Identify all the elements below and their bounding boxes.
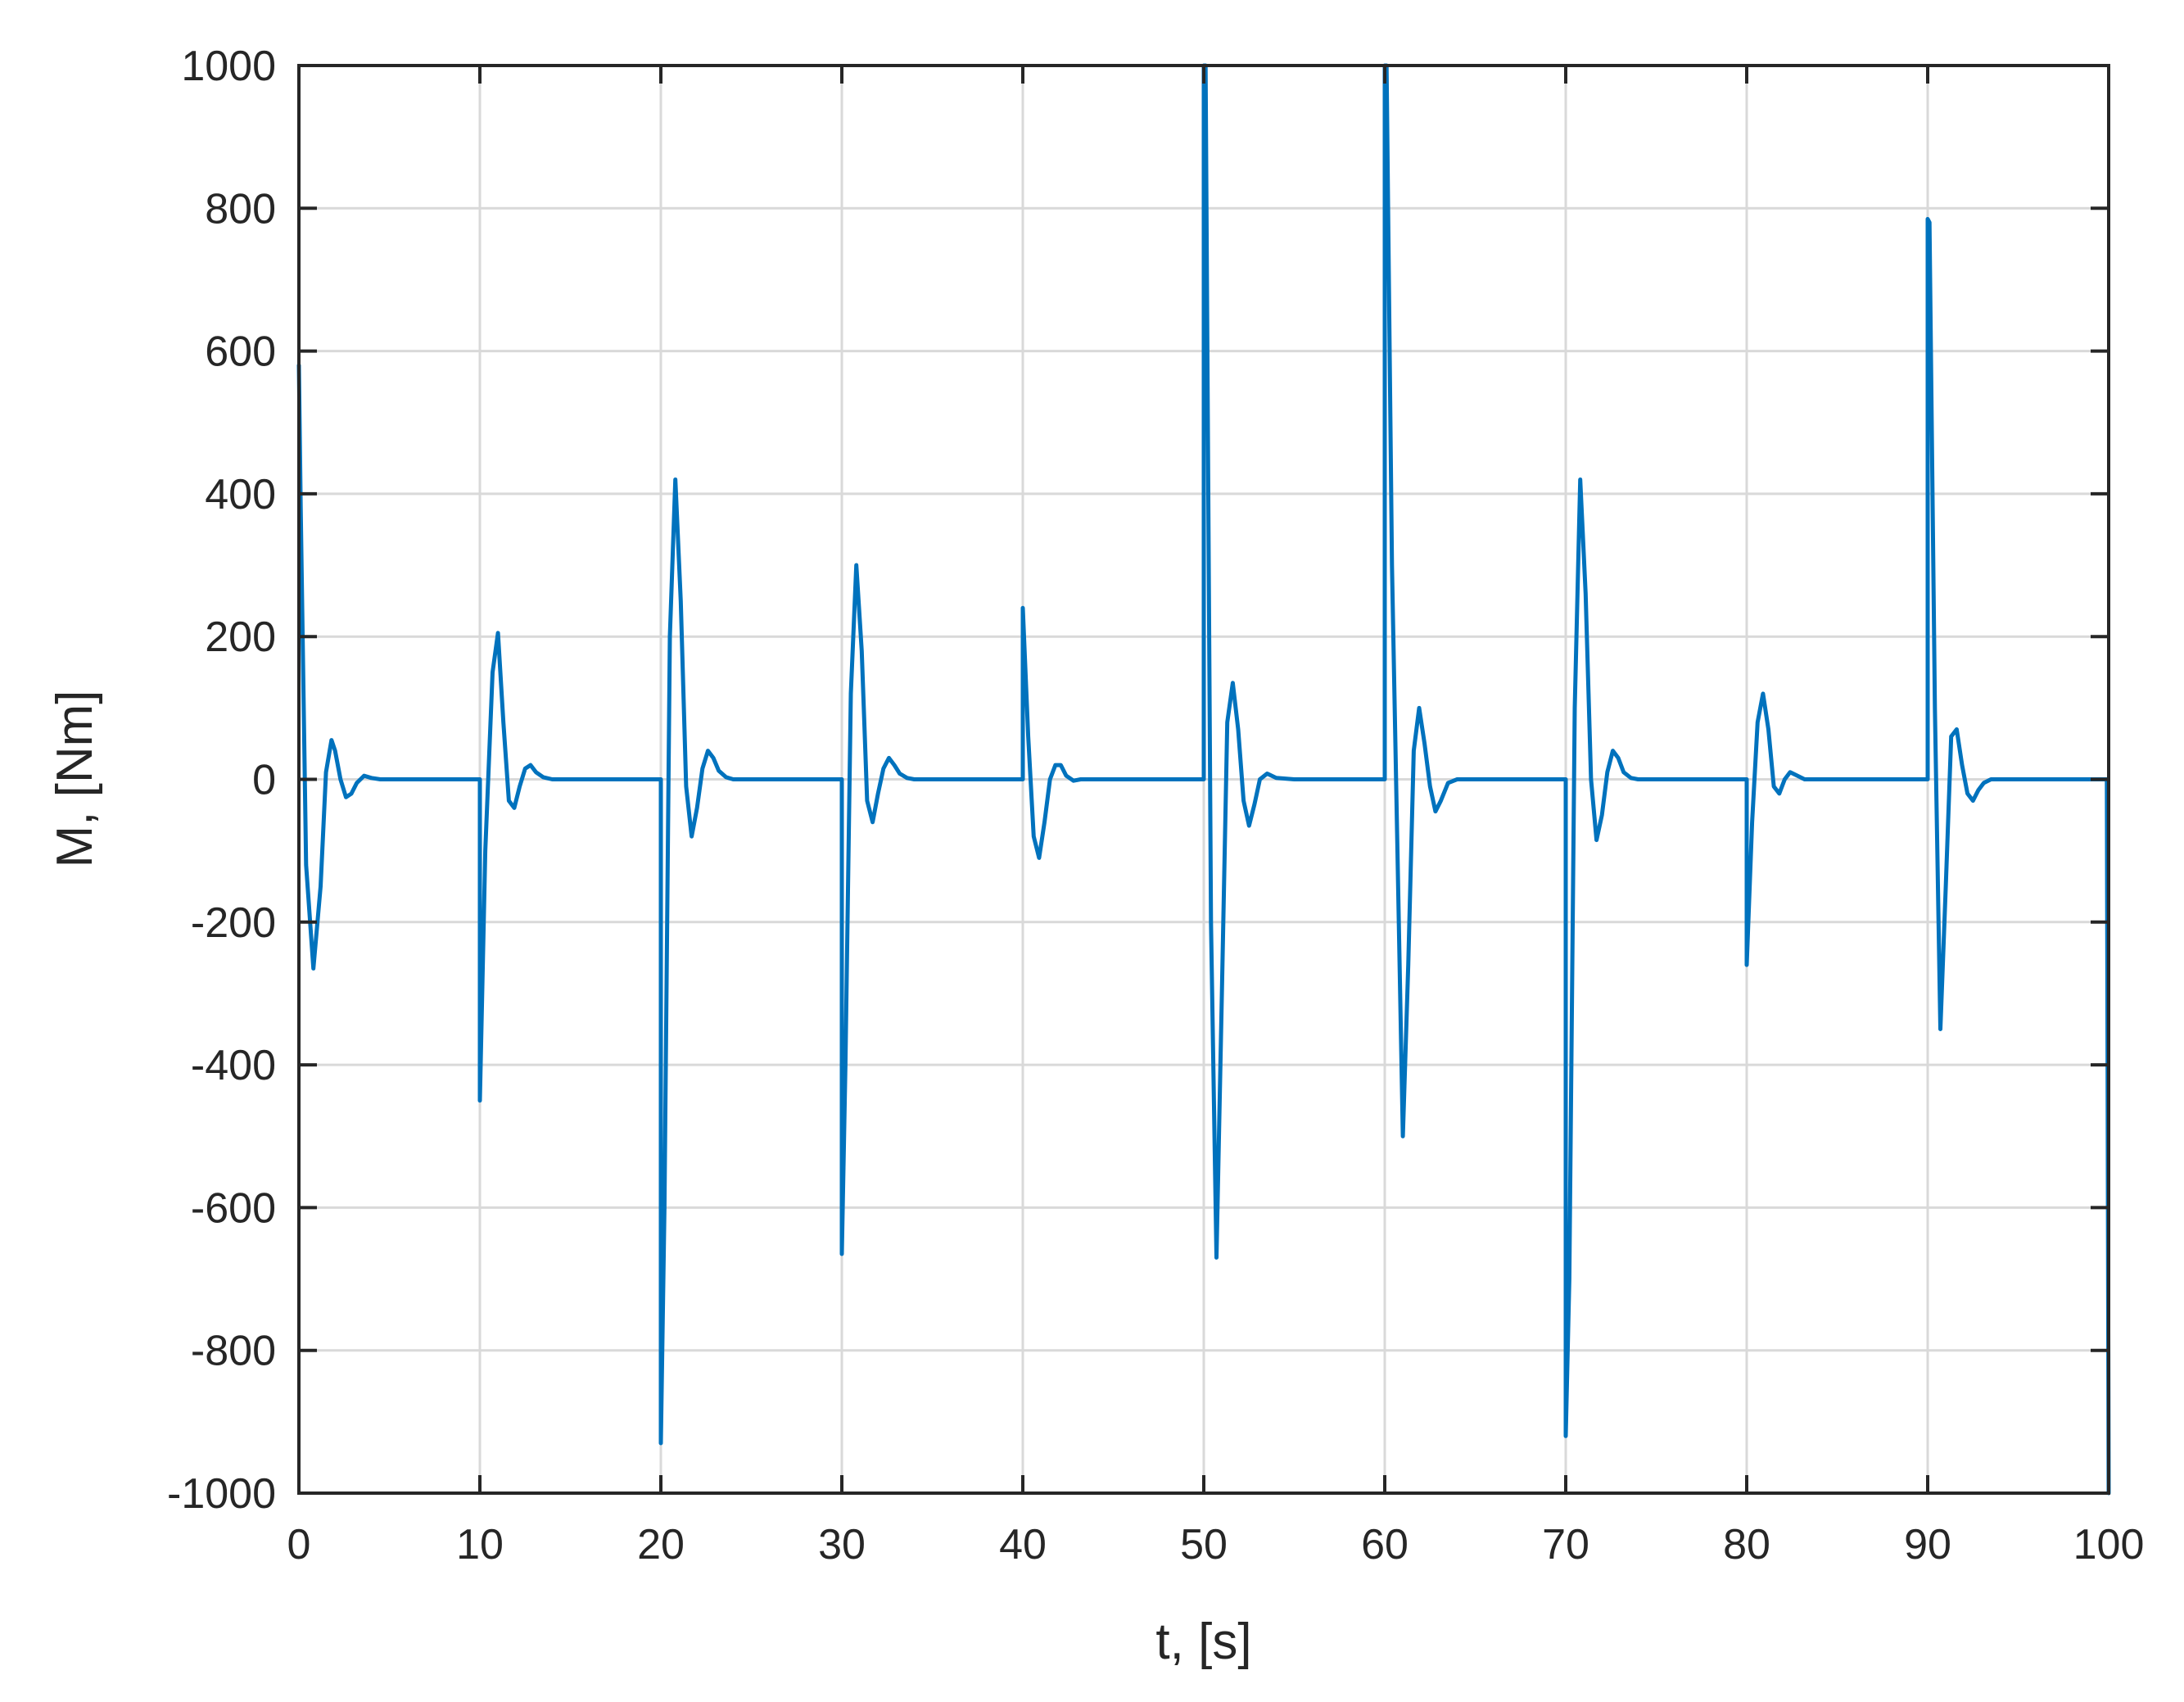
x-tick-label: 60 [1361,1521,1409,1568]
y-tick-labels: -1000 -800 -600 -400 -200 0 200 400 600 800 1000 [167,43,276,1518]
x-tick-labels: 0 10 20 30 40 50 60 70 80 90 100 [287,1521,2145,1568]
y-tick-label: -1000 [167,1470,276,1518]
x-tick-label: 0 [287,1521,311,1568]
y-tick-label: 800 [205,185,276,233]
tick-marks [297,64,2110,1495]
x-tick-label: 50 [1180,1521,1228,1568]
y-tick-label: -200 [191,899,276,947]
y-axis-label: M, [Nm] [47,690,103,868]
x-tick-label: 100 [2073,1521,2145,1568]
y-tick-label: -400 [191,1042,276,1089]
x-tick-label: 80 [1723,1521,1770,1568]
x-axis-label: t, [s] [1155,1614,1251,1670]
y-tick-label: 1000 [181,43,276,90]
x-tick-label: 10 [456,1521,504,1568]
y-tick-label: -800 [191,1328,276,1375]
y-tick-label: 600 [205,328,276,376]
x-tick-label: 70 [1542,1521,1589,1568]
y-tick-label: 400 [205,471,276,518]
x-tick-label: 40 [999,1521,1047,1568]
y-tick-label: 0 [252,757,276,804]
x-tick-label: 90 [1904,1521,1951,1568]
y-tick-label: 200 [205,613,276,661]
x-tick-label: 20 [637,1521,685,1568]
y-tick-label: -600 [191,1184,276,1232]
x-tick-label: 30 [818,1521,866,1568]
